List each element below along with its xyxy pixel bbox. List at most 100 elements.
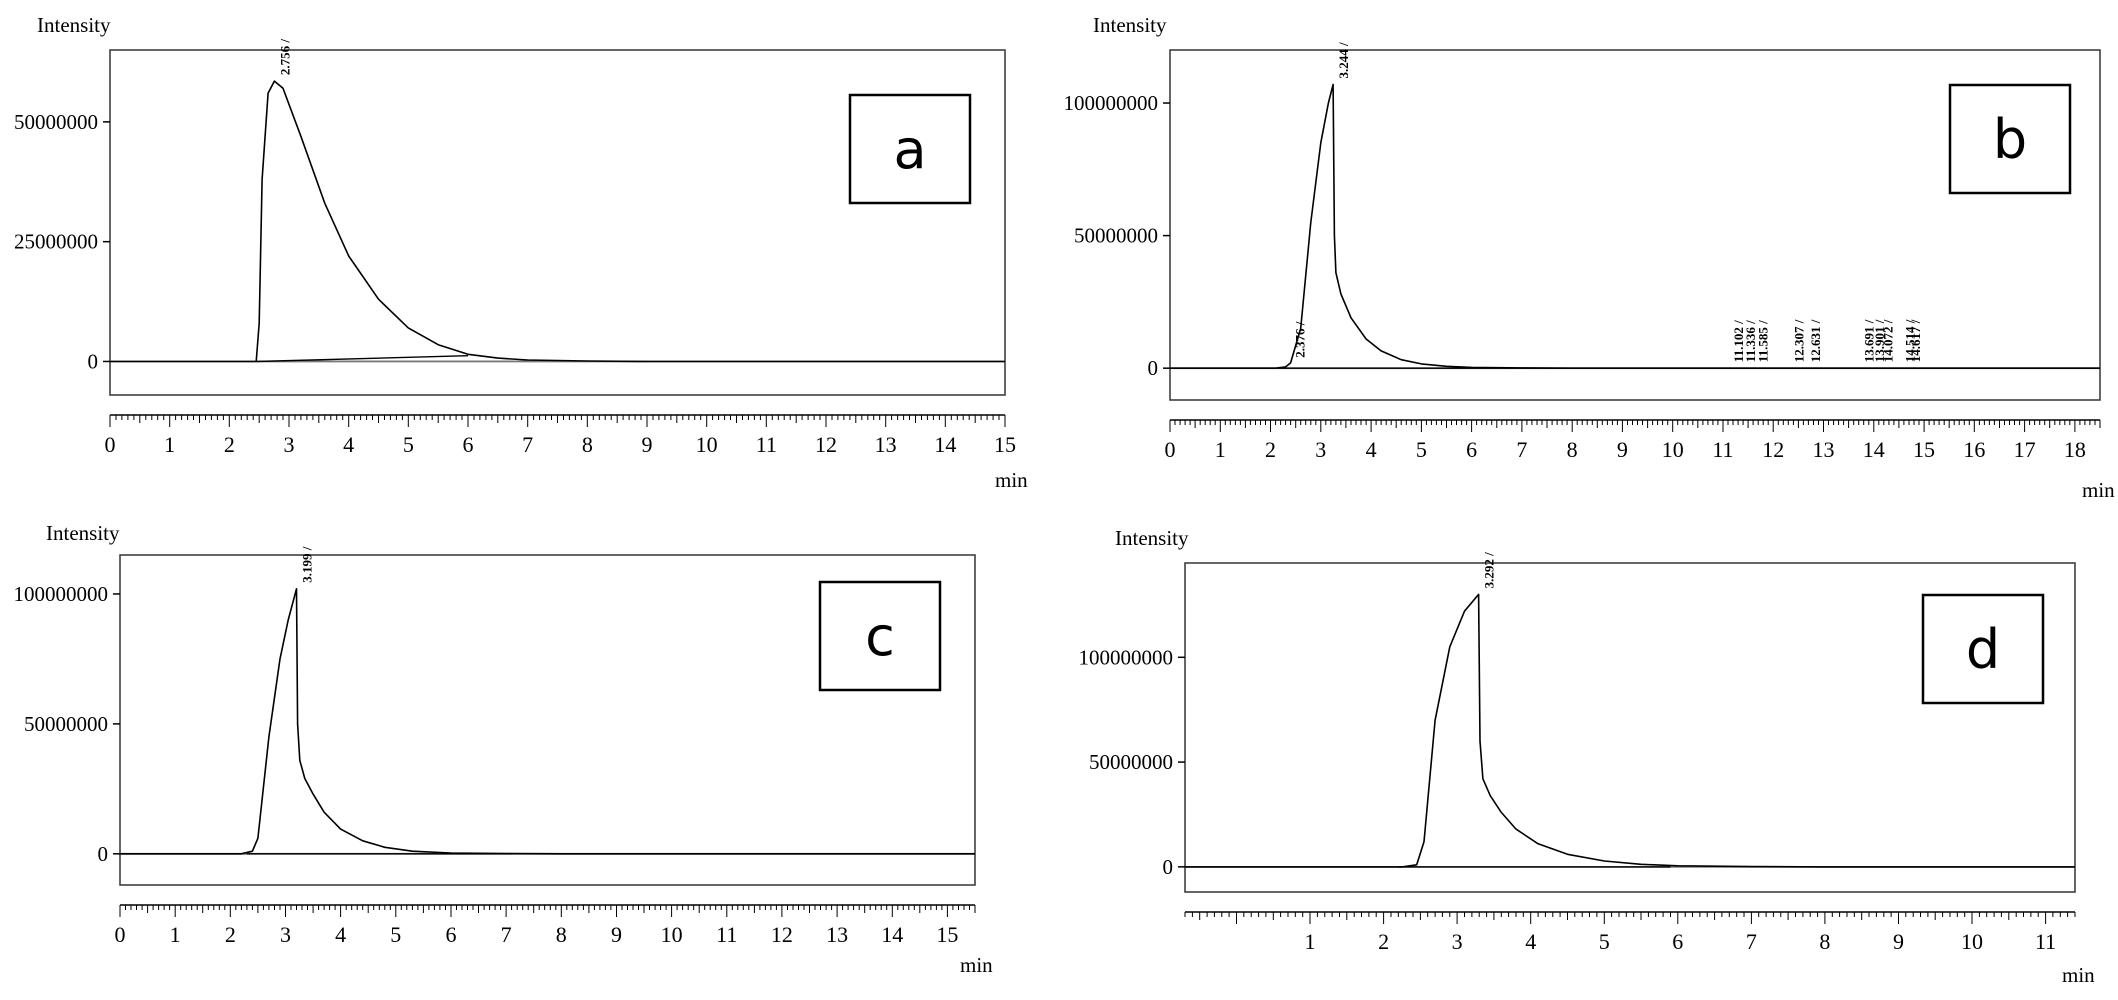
chromatogram-trace bbox=[120, 587, 975, 855]
x-tick-label: 1 bbox=[170, 922, 181, 947]
x-tick-label: 16 bbox=[1963, 437, 1985, 462]
x-tick-label: 3 bbox=[284, 432, 295, 457]
x-axis-label: min bbox=[2062, 963, 2095, 987]
x-tick-label: 7 bbox=[522, 432, 533, 457]
x-tick-label: 10 bbox=[1961, 929, 1983, 954]
x-tick-label: 11 bbox=[756, 432, 777, 457]
x-tick-label: 3 bbox=[280, 922, 291, 947]
x-tick-label: 6 bbox=[463, 432, 474, 457]
y-tick-label: 100000000 bbox=[1064, 91, 1159, 115]
x-tick-label: 11 bbox=[1712, 437, 1733, 462]
y-axis-label: Intensity bbox=[46, 521, 120, 545]
x-tick-label: 4 bbox=[335, 922, 346, 947]
x-tick-label: 2 bbox=[225, 922, 236, 947]
x-tick-label: 10 bbox=[1662, 437, 1684, 462]
x-tick-label: 0 bbox=[1165, 437, 1176, 462]
y-tick-label: 0 bbox=[1163, 855, 1174, 879]
y-axis-label: Intensity bbox=[37, 13, 111, 37]
peak-label: 14.072 / bbox=[1880, 319, 1895, 362]
y-tick-label: 50000000 bbox=[1089, 750, 1173, 774]
x-axis-label: min bbox=[960, 953, 993, 977]
x-tick-label: 5 bbox=[390, 922, 401, 947]
x-axis-ticks bbox=[1169, 420, 2101, 432]
y-tick-label: 0 bbox=[1148, 356, 1159, 380]
x-tick-label: 6 bbox=[445, 922, 456, 947]
y-tick-label: 0 bbox=[88, 349, 99, 373]
x-tick-label: 1 bbox=[1215, 437, 1226, 462]
x-tick-label: 8 bbox=[1567, 437, 1578, 462]
x-tick-label: 6 bbox=[1672, 929, 1683, 954]
y-tick-label: 50000000 bbox=[14, 110, 98, 134]
peak-label: 12.631 / bbox=[1808, 319, 1823, 362]
panel-label-box bbox=[818, 580, 942, 692]
panel-label: b bbox=[1993, 108, 2027, 171]
y-tick-label: 50000000 bbox=[1074, 224, 1158, 248]
integration-baseline bbox=[256, 355, 469, 363]
x-tick-label: 7 bbox=[1746, 929, 1757, 954]
y-tick-label: 100000000 bbox=[14, 582, 109, 606]
plot-frame bbox=[1184, 562, 2076, 893]
chromatogram-trace bbox=[1185, 593, 2075, 868]
x-tick-label: 7 bbox=[1516, 437, 1527, 462]
x-tick-label: 13 bbox=[826, 922, 848, 947]
y-axis-label: Intensity bbox=[1093, 13, 1167, 37]
y-axis-label: Intensity bbox=[1115, 526, 1189, 550]
x-tick-label: 3 bbox=[1452, 929, 1463, 954]
x-tick-label: 5 bbox=[1599, 929, 1610, 954]
x-tick-label: 14 bbox=[934, 432, 956, 457]
x-tick-label: 0 bbox=[115, 922, 126, 947]
x-tick-label: 10 bbox=[696, 432, 718, 457]
peak-label: 11.102 / bbox=[1731, 320, 1746, 362]
x-tick-label: 12 bbox=[815, 432, 837, 457]
y-tick-label: 100000000 bbox=[1079, 645, 1174, 669]
x-tick-label: 10 bbox=[661, 922, 683, 947]
x-tick-label: 17 bbox=[2014, 437, 2036, 462]
peak-label: 13.691 / bbox=[1861, 319, 1876, 362]
x-axis-label: min bbox=[2082, 478, 2115, 502]
x-tick-label: 6 bbox=[1466, 437, 1477, 462]
peak-label: 3.199 / bbox=[300, 546, 315, 583]
x-axis-label: min bbox=[995, 468, 1028, 492]
x-tick-label: 3 bbox=[1315, 437, 1326, 462]
x-tick-label: 13 bbox=[875, 432, 897, 457]
x-tick-label: 9 bbox=[642, 432, 653, 457]
y-tick-label: 25000000 bbox=[14, 230, 98, 254]
x-tick-label: 8 bbox=[582, 432, 593, 457]
x-axis-ticks bbox=[1184, 912, 2076, 924]
x-tick-label: 1 bbox=[164, 432, 175, 457]
peak-label: 14.514 / bbox=[1903, 319, 1918, 362]
x-tick-label: 14 bbox=[881, 922, 903, 947]
x-tick-label: 2 bbox=[1378, 929, 1389, 954]
x-tick-label: 9 bbox=[1893, 929, 1904, 954]
x-axis-ticks bbox=[109, 415, 1006, 427]
x-tick-label: 18 bbox=[2064, 437, 2086, 462]
chromatogram-panel-d: 0 50000000 100000000 1 2 3 4 5 6 7 8 9 10 11 Intensity… bbox=[1079, 526, 2096, 987]
peak-label: 3.244 / bbox=[1336, 42, 1351, 79]
x-axis-ticks bbox=[119, 905, 976, 917]
panel-label: c bbox=[865, 605, 895, 668]
y-tick-label: 50000000 bbox=[24, 712, 108, 736]
x-tick-label: 5 bbox=[1416, 437, 1427, 462]
plot-frame bbox=[119, 554, 976, 886]
plot-frame bbox=[109, 49, 1006, 396]
x-tick-label: 7 bbox=[501, 922, 512, 947]
peak-label: 2.376 / bbox=[1292, 321, 1307, 358]
panel-label-box bbox=[1948, 83, 2072, 195]
peak-label: 11.336 / bbox=[1743, 320, 1758, 362]
panel-label: d bbox=[1966, 618, 2000, 681]
x-tick-label: 4 bbox=[343, 432, 354, 457]
x-tick-label: 2 bbox=[1265, 437, 1276, 462]
x-tick-label: 8 bbox=[556, 922, 567, 947]
x-tick-label: 2 bbox=[224, 432, 235, 457]
panel-label: a bbox=[893, 118, 926, 181]
panel-label-box bbox=[1921, 593, 2045, 705]
x-tick-label: 8 bbox=[1819, 929, 1830, 954]
x-tick-label: 15 bbox=[994, 432, 1016, 457]
x-tick-label: 12 bbox=[1762, 437, 1784, 462]
x-tick-label: 15 bbox=[1913, 437, 1935, 462]
x-tick-label: 12 bbox=[771, 922, 793, 947]
